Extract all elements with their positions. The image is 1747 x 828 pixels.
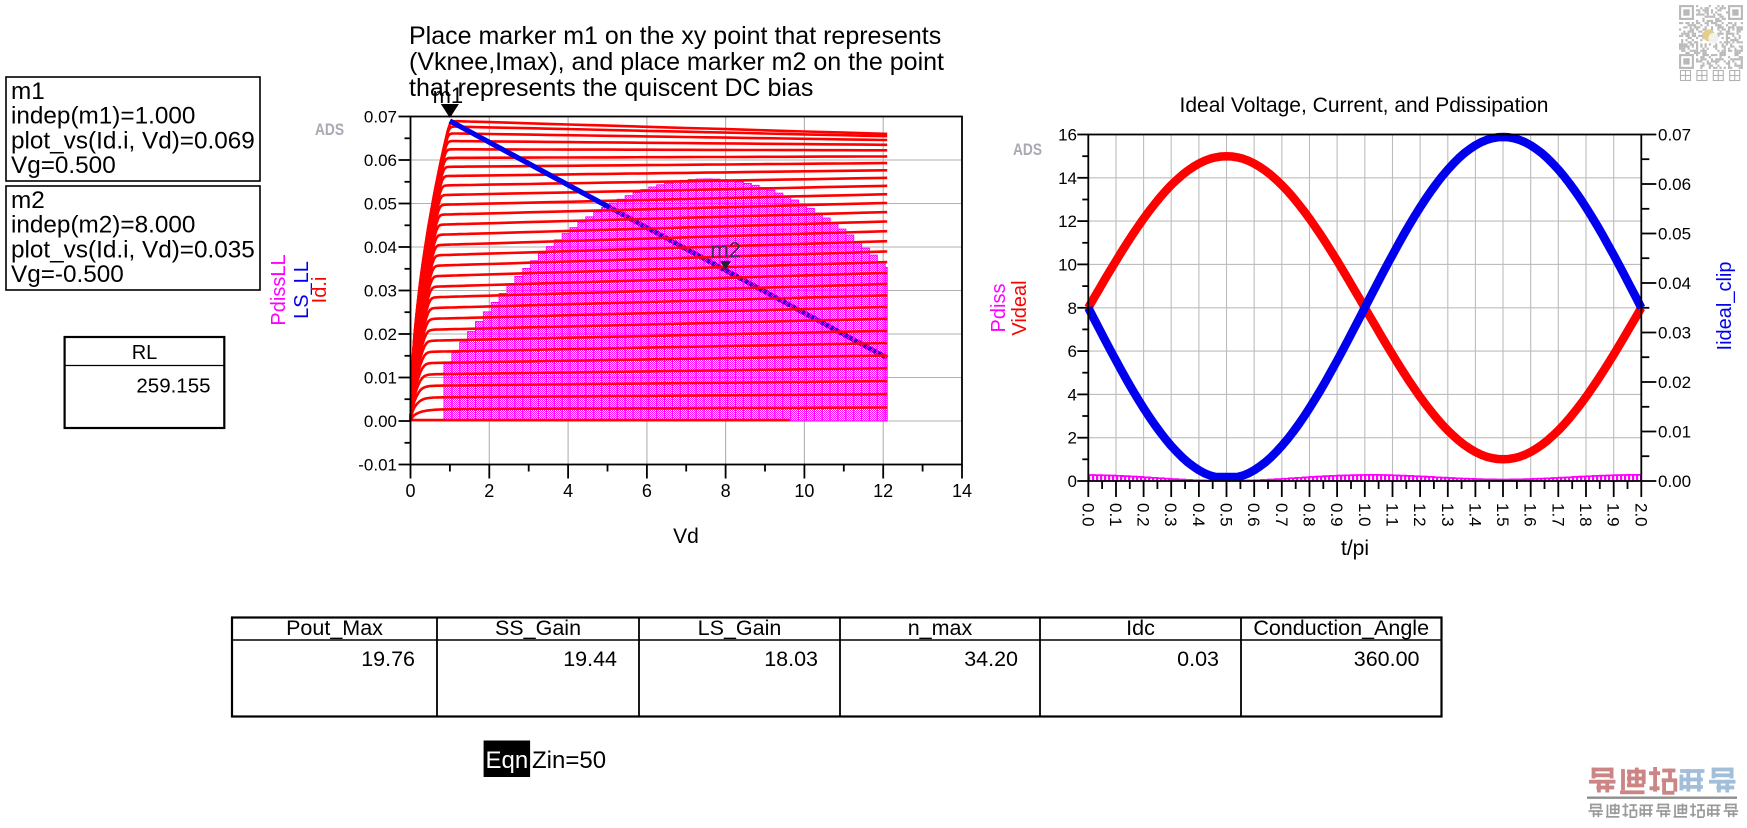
svg-text:6: 6 (1068, 342, 1077, 361)
svg-text:Place marker m1 on the xy poin: Place marker m1 on the xy point that rep… (409, 22, 941, 50)
svg-text:0.01: 0.01 (1658, 423, 1691, 442)
svg-text:0.07: 0.07 (364, 108, 397, 127)
svg-text:10: 10 (1058, 255, 1077, 274)
svg-text:m2: m2 (11, 187, 45, 214)
svg-text:m1: m1 (433, 83, 464, 108)
svg-text:0.01: 0.01 (364, 369, 397, 388)
svg-text:0.03: 0.03 (1177, 647, 1219, 671)
svg-text:0.05: 0.05 (364, 195, 397, 214)
svg-text:m1: m1 (11, 78, 45, 105)
svg-text:ADS: ADS (1013, 140, 1042, 159)
svg-text:19.44: 19.44 (563, 647, 617, 671)
svg-text:4: 4 (1068, 385, 1077, 404)
svg-text:0.1: 0.1 (1106, 503, 1125, 527)
svg-text:LS_Gain: LS_Gain (698, 616, 782, 640)
svg-text:0.02: 0.02 (364, 325, 397, 344)
svg-text:ADS: ADS (315, 120, 344, 139)
svg-text:14: 14 (1058, 169, 1077, 188)
svg-text:6: 6 (642, 481, 652, 501)
svg-text:PdissLL: PdissLL (268, 254, 290, 325)
svg-text:18.03: 18.03 (764, 647, 818, 671)
svg-text:0.05: 0.05 (1658, 225, 1691, 244)
svg-text:indep(m2)=8.000: indep(m2)=8.000 (11, 212, 195, 239)
svg-text:8: 8 (1068, 299, 1077, 318)
svg-text:0.06: 0.06 (1658, 175, 1691, 194)
svg-text:8: 8 (721, 481, 731, 501)
svg-text:0.03: 0.03 (364, 282, 397, 301)
svg-text:1.1: 1.1 (1383, 503, 1402, 527)
svg-text:Idc: Idc (1126, 616, 1155, 640)
svg-text:n_max: n_max (908, 616, 973, 640)
svg-text:plot_vs(Id.i, Vd)=0.035: plot_vs(Id.i, Vd)=0.035 (11, 236, 255, 263)
svg-text:1.2: 1.2 (1410, 503, 1429, 527)
svg-text:t/pi: t/pi (1341, 537, 1369, 560)
svg-text:0.06: 0.06 (364, 151, 397, 170)
svg-text:Pdiss: Pdiss (988, 284, 1010, 333)
svg-text:1.9: 1.9 (1604, 503, 1623, 527)
svg-text:0.3: 0.3 (1161, 503, 1180, 527)
svg-text:m2: m2 (710, 237, 741, 262)
svg-text:0.7: 0.7 (1272, 503, 1291, 527)
svg-text:Zin=50: Zin=50 (532, 747, 606, 774)
svg-text:0: 0 (1068, 472, 1077, 491)
svg-text:12: 12 (1058, 212, 1077, 231)
svg-text:Vg=-0.500: Vg=-0.500 (11, 261, 124, 288)
svg-text:-0.01: -0.01 (358, 456, 397, 475)
svg-text:2: 2 (484, 481, 494, 501)
svg-text:(Vknee,Imax), and place marker: (Vknee,Imax), and place marker m2 on the… (409, 48, 944, 76)
svg-text:0.00: 0.00 (1658, 472, 1691, 491)
svg-text:1.4: 1.4 (1465, 503, 1484, 527)
svg-text:1.0: 1.0 (1355, 503, 1374, 527)
svg-text:16: 16 (1058, 126, 1077, 145)
svg-text:Iideal_clip: Iideal_clip (1714, 262, 1736, 351)
svg-text:0.04: 0.04 (1658, 274, 1691, 293)
svg-text:0.03: 0.03 (1658, 324, 1691, 343)
svg-text:1.6: 1.6 (1521, 503, 1540, 527)
svg-text:indep(m1)=1.000: indep(m1)=1.000 (11, 103, 195, 130)
svg-text:0.04: 0.04 (364, 238, 397, 257)
svg-text:0.8: 0.8 (1300, 503, 1319, 527)
svg-text:Videal: Videal (1009, 280, 1031, 335)
svg-text:0.6: 0.6 (1244, 503, 1263, 527)
svg-text:Pout_Max: Pout_Max (286, 616, 383, 640)
svg-text:0.0: 0.0 (1078, 503, 1097, 527)
svg-text:34.20: 34.20 (964, 647, 1018, 671)
svg-text:Id.i: Id.i (309, 277, 331, 304)
svg-text:4: 4 (563, 481, 573, 501)
svg-text:Ideal Voltage, Current, and Pd: Ideal Voltage, Current, and Pdissipation (1180, 94, 1549, 117)
svg-text:0.9: 0.9 (1327, 503, 1346, 527)
svg-text:plot_vs(Id.i, Vd)=0.069: plot_vs(Id.i, Vd)=0.069 (11, 127, 255, 154)
svg-text:Conduction_Angle: Conduction_Angle (1253, 616, 1429, 640)
svg-text:14: 14 (952, 481, 972, 501)
svg-text:0.07: 0.07 (1658, 126, 1691, 145)
svg-text:360.00: 360.00 (1354, 647, 1420, 671)
svg-text:that represents the quiscent D: that represents the quiscent DC bias (409, 74, 813, 102)
svg-text:RL: RL (132, 342, 158, 364)
svg-text:2.0: 2.0 (1631, 503, 1650, 527)
svg-text:LS_LL: LS_LL (291, 261, 313, 319)
svg-text:2: 2 (1068, 429, 1077, 448)
svg-text:0.5: 0.5 (1217, 503, 1236, 527)
svg-text:SS_Gain: SS_Gain (495, 616, 581, 640)
svg-text:10: 10 (794, 481, 814, 501)
svg-text:12: 12 (873, 481, 893, 501)
svg-text:259.155: 259.155 (136, 375, 210, 398)
svg-text:1.3: 1.3 (1438, 503, 1457, 527)
svg-text:19.76: 19.76 (361, 647, 415, 671)
svg-text:Vg=0.500: Vg=0.500 (11, 152, 116, 179)
svg-text:Eqn: Eqn (486, 747, 529, 774)
svg-text:1.5: 1.5 (1493, 503, 1512, 527)
svg-text:0: 0 (405, 481, 415, 501)
svg-text:0.2: 0.2 (1134, 503, 1153, 527)
svg-text:1.8: 1.8 (1576, 503, 1595, 527)
svg-text:0.00: 0.00 (364, 412, 397, 431)
svg-text:0.4: 0.4 (1189, 503, 1208, 527)
svg-text:0.02: 0.02 (1658, 373, 1691, 392)
svg-text:1.7: 1.7 (1548, 503, 1567, 527)
svg-text:Vd: Vd (673, 525, 699, 548)
